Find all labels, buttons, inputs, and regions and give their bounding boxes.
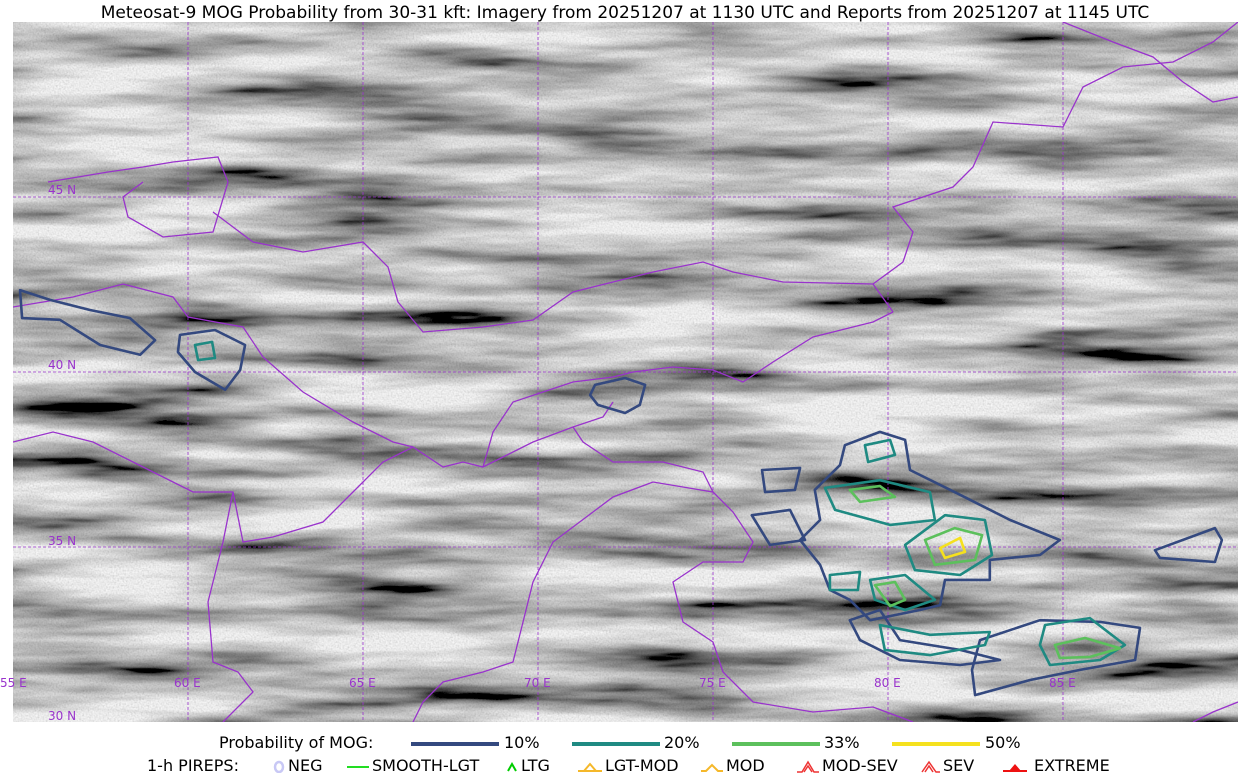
- probability-legend-label: Probability of MOG:: [219, 733, 374, 752]
- contour-33pct: [873, 580, 907, 608]
- swatch-10: [411, 742, 499, 746]
- filled-triangle-icon: [1003, 763, 1027, 772]
- contour-10pct: [798, 430, 1062, 622]
- satellite-map: [13, 22, 1238, 722]
- contour-20pct: [193, 340, 217, 362]
- swatch-50: [892, 742, 980, 746]
- pirep-neg-label: NEG: [288, 756, 323, 775]
- swatch-33: [732, 742, 820, 746]
- contour-10pct: [18, 288, 157, 357]
- probability-legend: Probability of MOG: 10% 20% 33% 50%: [0, 733, 1250, 753]
- contour-33pct: [923, 526, 984, 567]
- pirep-neg: NEG: [273, 756, 322, 775]
- pirep-mod-label: MOD: [726, 756, 765, 775]
- contour-20pct: [863, 438, 897, 464]
- pirep-lgt-mod-label: LGT-MOD: [605, 756, 679, 775]
- contour-33pct: [1053, 636, 1122, 660]
- contour-20pct: [1038, 616, 1127, 667]
- lon-label-60: 60 E: [174, 676, 201, 690]
- contour-50pct: [938, 536, 967, 560]
- double-caret-icon: [797, 760, 819, 773]
- lat-label-35: 35 N: [48, 534, 77, 548]
- level-10-label: 10%: [504, 733, 540, 752]
- contour-10pct: [176, 328, 247, 392]
- pirep-smooth-lgt: SMOOTH-LGT: [347, 756, 479, 775]
- pirep-extreme-label: EXTREME: [1034, 756, 1110, 775]
- pirep-ltg: LTG: [506, 756, 550, 775]
- mog-probability-contours: [18, 288, 1224, 697]
- country-borders: [13, 22, 1238, 722]
- double-caret-icon: [921, 760, 940, 773]
- lon-label-65: 65 E: [349, 676, 376, 690]
- lon-label-85: 85 E: [1049, 676, 1076, 690]
- contour-20pct: [878, 623, 992, 657]
- pirep-sev-label: SEV: [943, 756, 975, 775]
- pirep-mod-sev-label: MOD-SEV: [822, 756, 898, 775]
- pirep-extreme: EXTREME: [1003, 756, 1110, 775]
- lon-label-75: 75 E: [699, 676, 726, 690]
- lat-label-30: 30 N: [48, 709, 77, 723]
- swatch-20: [572, 742, 660, 746]
- pirep-lgt-mod: LGT-MOD: [578, 756, 679, 775]
- pirep-smooth-lgt-label: SMOOTH-LGT: [372, 756, 480, 775]
- lon-label-70: 70 E: [524, 676, 551, 690]
- line-icon: [347, 765, 369, 768]
- contour-10pct: [750, 508, 807, 547]
- pirep-mod-sev: MOD-SEV: [797, 756, 898, 775]
- pireps-legend-label: 1-h PIREPS:: [147, 756, 239, 775]
- lon-label-80: 80 E: [874, 676, 901, 690]
- caret-icon: [507, 761, 517, 771]
- contour-20pct: [828, 570, 862, 592]
- lon-label-55: 55 E: [0, 676, 27, 690]
- pirep-mod: MOD: [701, 756, 765, 775]
- lat-label-45: 45 N: [48, 183, 77, 197]
- contour-33pct: [848, 484, 897, 504]
- pirep-sev: SEV: [918, 756, 974, 775]
- map-title: Meteosat-9 MOG Probability from 30-31 kf…: [100, 3, 1150, 23]
- contour-20pct: [868, 573, 937, 612]
- caret-icon: [701, 763, 723, 772]
- contour-10pct: [1153, 526, 1224, 564]
- level-20-label: 20%: [664, 733, 700, 752]
- caret-bar-icon: [578, 761, 602, 772]
- contour-10pct: [848, 608, 1002, 667]
- pireps-legend: 1-h PIREPS: NEG SMOOTH-LGT LTG LGT-MOD M…: [0, 756, 1250, 776]
- contour-20pct: [903, 513, 994, 577]
- pirep-ltg-label: LTG: [521, 756, 550, 775]
- level-50-label: 50%: [985, 733, 1021, 752]
- contour-10pct: [760, 466, 802, 494]
- graticule: [13, 22, 1238, 722]
- contour-20pct: [823, 478, 937, 527]
- lat-label-40: 40 N: [48, 358, 77, 372]
- neg-circle-icon: [273, 760, 285, 773]
- level-33-label: 33%: [824, 733, 860, 752]
- contour-10pct: [588, 376, 647, 415]
